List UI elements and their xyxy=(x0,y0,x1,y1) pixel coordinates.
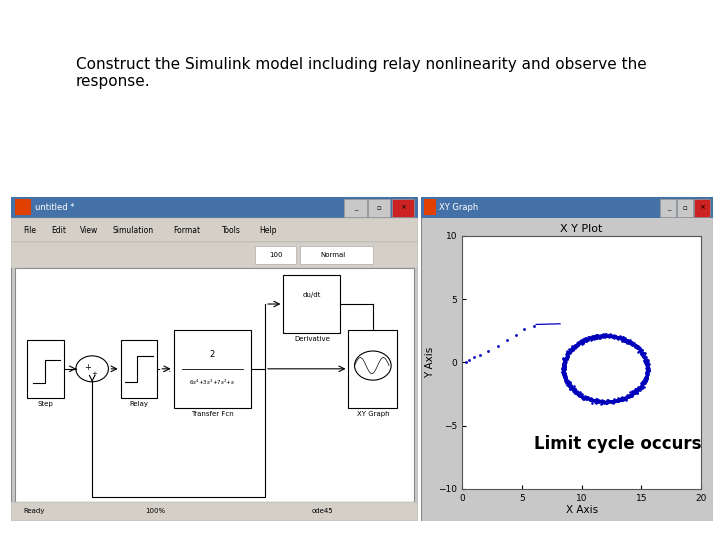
Text: Transfer Fcn: Transfer Fcn xyxy=(191,411,233,417)
Text: XY Graph: XY Graph xyxy=(438,203,478,212)
Text: _: _ xyxy=(667,205,670,211)
Bar xyxy=(392,199,414,217)
Text: Construct the Simulink model including relay nonlinearity and observe the
respon: Construct the Simulink model including r… xyxy=(76,57,647,89)
Text: ▫: ▫ xyxy=(683,205,688,211)
Bar xyxy=(11,218,418,242)
Text: View: View xyxy=(80,226,98,235)
Bar xyxy=(424,199,436,215)
Title: X Y Plot: X Y Plot xyxy=(560,224,603,234)
Bar xyxy=(300,246,373,264)
Text: 2: 2 xyxy=(210,350,215,359)
Bar xyxy=(174,330,251,408)
Text: Normal: Normal xyxy=(320,252,345,259)
Text: Tools: Tools xyxy=(222,226,241,235)
Text: XY Graph: XY Graph xyxy=(356,411,390,417)
Text: 100%: 100% xyxy=(145,508,165,515)
Text: . . .: . . . xyxy=(156,364,171,374)
Bar xyxy=(15,268,413,502)
Bar xyxy=(694,199,710,217)
Text: Limit cycle occurs: Limit cycle occurs xyxy=(534,435,701,454)
Text: Step: Step xyxy=(37,401,53,407)
Text: Format: Format xyxy=(174,226,201,235)
Bar xyxy=(255,246,295,264)
Text: _: _ xyxy=(354,205,357,211)
Bar xyxy=(284,275,341,333)
X-axis label: X Axis: X Axis xyxy=(565,505,598,515)
Text: File: File xyxy=(23,226,36,235)
Text: Simulation: Simulation xyxy=(112,226,153,235)
Bar xyxy=(660,199,676,217)
Bar xyxy=(678,199,693,217)
Bar xyxy=(368,199,390,217)
Text: +: + xyxy=(91,370,97,377)
Bar xyxy=(27,340,63,398)
Text: ▫: ▫ xyxy=(377,205,382,211)
Text: $6s^4{+}3s^3{+}7s^2{+}s$: $6s^4{+}3s^3{+}7s^2{+}s$ xyxy=(189,378,235,388)
Bar xyxy=(11,197,418,218)
Text: ode45: ode45 xyxy=(312,508,333,515)
Y-axis label: Y Axis: Y Axis xyxy=(426,347,436,378)
Bar xyxy=(348,330,397,408)
Text: untitled *: untitled * xyxy=(35,203,75,212)
Text: 100: 100 xyxy=(269,252,283,259)
Bar xyxy=(11,502,418,521)
Bar xyxy=(11,242,418,268)
Text: Edit: Edit xyxy=(52,226,66,235)
Text: Derivative: Derivative xyxy=(294,336,330,342)
Bar xyxy=(344,199,366,217)
Bar xyxy=(121,340,157,398)
Bar xyxy=(15,199,31,215)
Text: Help: Help xyxy=(259,226,276,235)
Text: Ready: Ready xyxy=(23,508,45,515)
Bar xyxy=(421,197,713,218)
Text: du/dt: du/dt xyxy=(302,292,321,298)
Text: Relay: Relay xyxy=(130,401,148,407)
Text: ×: × xyxy=(699,205,705,211)
Text: ×: × xyxy=(400,205,405,211)
Text: +: + xyxy=(85,363,91,372)
